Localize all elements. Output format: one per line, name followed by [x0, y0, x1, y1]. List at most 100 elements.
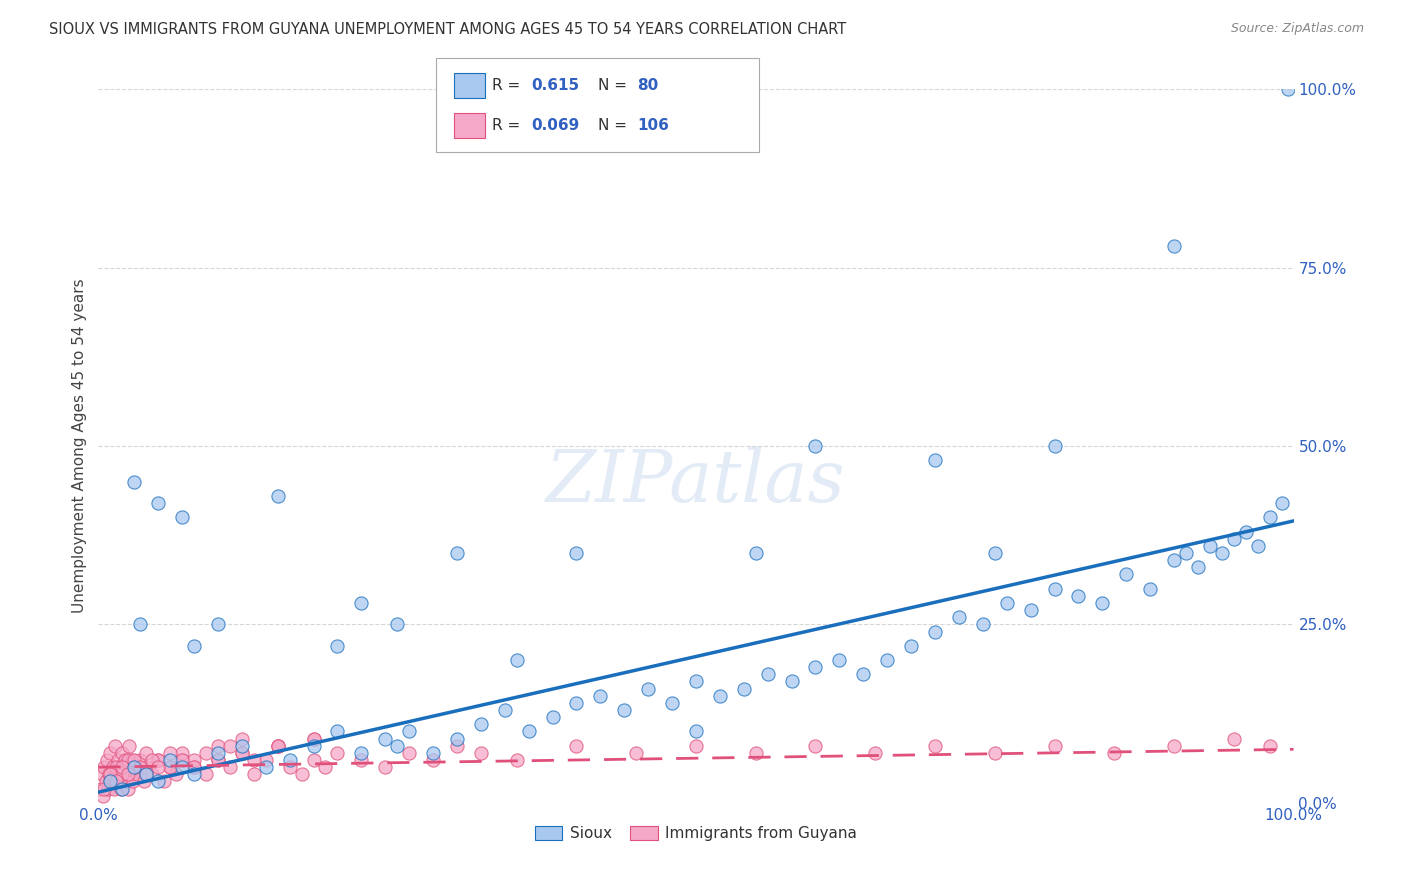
Point — [129, 617, 152, 632]
Text: 0.615: 0.615 — [531, 78, 579, 93]
Point — [111, 746, 134, 760]
Point — [1139, 582, 1161, 596]
Point — [219, 739, 242, 753]
Point — [756, 667, 779, 681]
Point — [350, 746, 373, 760]
Point — [446, 546, 468, 560]
Point — [124, 753, 146, 767]
Point — [733, 681, 755, 696]
Point — [1211, 546, 1233, 560]
Point — [124, 475, 146, 489]
Point — [1019, 603, 1042, 617]
Point — [90, 781, 112, 796]
Point — [135, 767, 157, 781]
Point — [254, 760, 277, 774]
Point — [1091, 596, 1114, 610]
Point — [446, 739, 468, 753]
Point — [103, 781, 125, 796]
Point — [828, 653, 851, 667]
Point — [129, 753, 152, 767]
Point — [135, 760, 157, 774]
Point — [302, 739, 325, 753]
Point — [159, 760, 181, 774]
Text: Source: ZipAtlas.com: Source: ZipAtlas.com — [1230, 22, 1364, 36]
Point — [1223, 532, 1246, 546]
Point — [105, 760, 128, 774]
Point — [422, 746, 444, 760]
Point — [745, 746, 768, 760]
Point — [108, 760, 131, 774]
Point — [446, 731, 468, 746]
Point — [494, 703, 516, 717]
Point — [100, 774, 122, 789]
Point — [565, 546, 588, 560]
Point — [470, 717, 492, 731]
Point — [984, 546, 1007, 560]
Point — [685, 739, 707, 753]
Point — [984, 746, 1007, 760]
Point — [172, 753, 194, 767]
Point — [565, 739, 588, 753]
Point — [183, 767, 205, 781]
Point — [326, 746, 349, 760]
Point — [148, 753, 170, 767]
Point — [121, 753, 143, 767]
Point — [804, 660, 827, 674]
Point — [1258, 739, 1281, 753]
Text: N =: N = — [598, 119, 631, 133]
Point — [132, 774, 155, 789]
Point — [111, 760, 134, 774]
Point — [1223, 731, 1246, 746]
Point — [924, 453, 946, 467]
Point — [107, 774, 129, 789]
Point — [924, 624, 946, 639]
Point — [900, 639, 922, 653]
Point — [172, 760, 194, 774]
Point — [98, 767, 122, 781]
Point — [97, 781, 120, 796]
Text: 0.069: 0.069 — [531, 119, 579, 133]
Point — [148, 753, 170, 767]
Point — [470, 746, 492, 760]
Point — [135, 746, 157, 760]
Point — [115, 774, 138, 789]
Point — [195, 746, 218, 760]
Point — [165, 767, 187, 781]
Point — [91, 767, 114, 781]
Point — [112, 767, 135, 781]
Point — [105, 767, 128, 781]
Point — [135, 767, 157, 781]
Point — [1043, 739, 1066, 753]
Point — [1271, 496, 1294, 510]
Point — [709, 689, 731, 703]
Point — [153, 774, 176, 789]
Point — [350, 753, 373, 767]
Point — [207, 746, 229, 760]
Point — [104, 739, 127, 753]
Point — [326, 724, 349, 739]
Point — [1067, 589, 1090, 603]
Point — [183, 639, 205, 653]
Text: SIOUX VS IMMIGRANTS FROM GUYANA UNEMPLOYMENT AMONG AGES 45 TO 54 YEARS CORRELATI: SIOUX VS IMMIGRANTS FROM GUYANA UNEMPLOY… — [49, 22, 846, 37]
Point — [94, 774, 117, 789]
Text: 80: 80 — [637, 78, 658, 93]
Point — [219, 760, 242, 774]
Point — [374, 760, 396, 774]
Point — [315, 760, 337, 774]
Point — [780, 674, 803, 689]
Point — [589, 689, 612, 703]
Point — [183, 760, 205, 774]
Point — [124, 760, 146, 774]
Point — [141, 753, 163, 767]
Point — [148, 496, 170, 510]
Point — [105, 774, 128, 789]
Point — [637, 681, 659, 696]
Point — [506, 753, 529, 767]
Text: R =: R = — [492, 78, 526, 93]
Point — [865, 746, 887, 760]
Point — [195, 767, 218, 781]
Point — [398, 724, 420, 739]
Point — [243, 767, 266, 781]
Point — [129, 760, 152, 774]
Point — [101, 760, 124, 774]
